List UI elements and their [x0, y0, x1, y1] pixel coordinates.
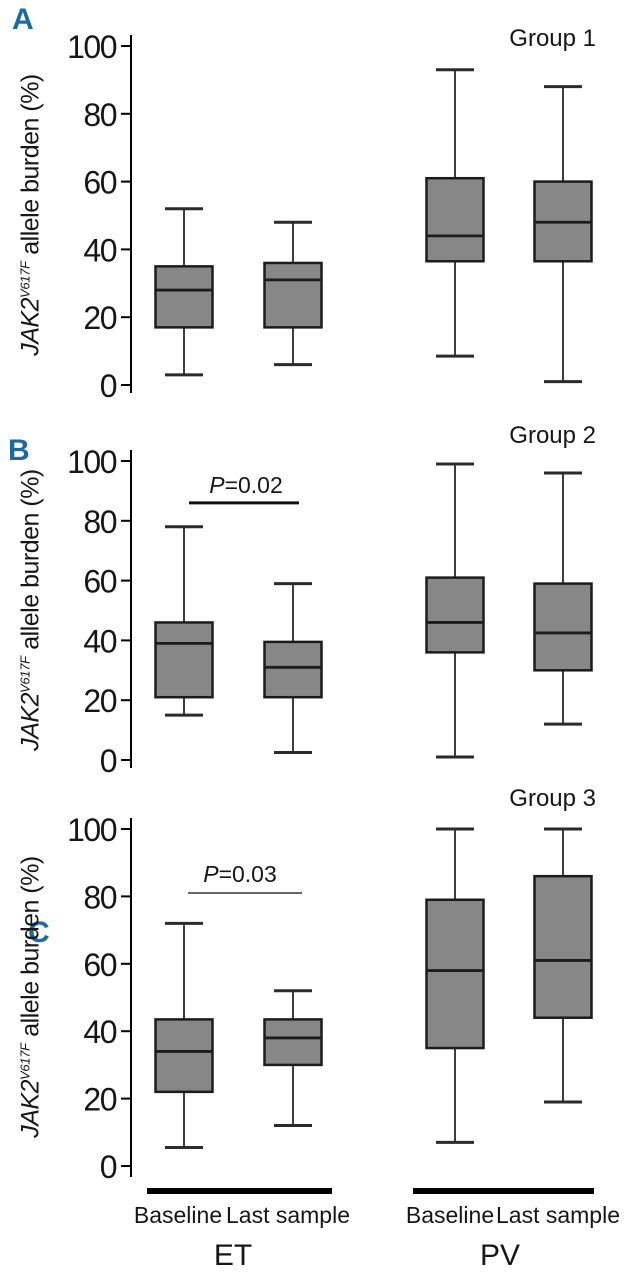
- box-et-baseline: [154, 265, 214, 329]
- y-tick-label: 60: [83, 165, 116, 201]
- gene-name: JAK2: [16, 1079, 45, 1138]
- y-axis-title-c: JAK2V617F allele burden (%): [16, 856, 45, 1138]
- y-tick-label: 20: [83, 300, 116, 336]
- y-tick-label: 80: [83, 879, 116, 915]
- x-label-et-baseline: Baseline: [133, 1202, 223, 1228]
- y-tick-label: 80: [83, 504, 116, 540]
- y-tick-label: 40: [83, 232, 116, 268]
- y-tick-label: 100: [67, 29, 117, 65]
- panel-letter-a: A: [12, 3, 34, 36]
- p-value-panel-b: P=0.02: [209, 472, 283, 498]
- mutation-superscript: V617F: [17, 1043, 33, 1080]
- y-tick-label: 40: [83, 1014, 116, 1050]
- box-et-last-sample: [263, 261, 323, 329]
- box-pv-baseline: [425, 898, 485, 1050]
- box-et-baseline: [154, 621, 214, 699]
- x-label-et-last-sample: Last sample: [225, 1202, 351, 1228]
- group-3-label: Group 3: [509, 785, 596, 812]
- box-pv-last-sample: [533, 874, 593, 1019]
- x-axis-baseline-pv: [413, 1188, 594, 1194]
- y-tick-label: 0: [100, 368, 117, 404]
- mutation-superscript: V617F: [17, 261, 33, 298]
- p-value-panel-c: P=0.03: [203, 861, 277, 887]
- gene-name: JAK2: [16, 692, 45, 751]
- panel-letter-c: C: [28, 916, 50, 949]
- x-axis-baseline-et: [147, 1188, 332, 1194]
- panel-letter-b: B: [8, 434, 30, 467]
- box-et-last-sample: [263, 1018, 323, 1067]
- box-pv-baseline: [425, 576, 485, 654]
- y-axis-title-text: allele burden (%): [16, 74, 45, 262]
- gene-name: JAK2: [16, 297, 45, 356]
- y-tick-label: 40: [83, 623, 116, 659]
- y-tick-label: 20: [83, 683, 116, 719]
- y-axis-title-text: allele burden (%): [16, 856, 45, 1044]
- mutation-superscript: V617F: [17, 656, 33, 693]
- y-axis-title-b: JAK2V617F allele burden (%): [16, 469, 45, 751]
- cohort-label-et: ET: [213, 1239, 253, 1272]
- y-tick-label: 0: [100, 1149, 117, 1185]
- x-label-pv-baseline: Baseline: [405, 1202, 495, 1228]
- y-tick-label: 80: [83, 97, 116, 133]
- y-tick-label: 60: [83, 564, 116, 600]
- box-pv-baseline: [425, 176, 485, 263]
- box-et-last-sample: [263, 640, 323, 699]
- y-tick-label: 60: [83, 947, 116, 983]
- cohort-label-pv: PV: [479, 1239, 521, 1272]
- y-tick-label: 100: [67, 444, 117, 480]
- y-axis-title-text: allele burden (%): [16, 469, 45, 657]
- y-axis-title-a: JAK2V617F allele burden (%): [16, 74, 45, 356]
- x-label-pv-last-sample: Last sample: [495, 1202, 621, 1228]
- y-tick-label: 0: [100, 743, 117, 779]
- group-1-label: Group 1: [509, 25, 596, 52]
- y-tick-label: 20: [83, 1082, 116, 1118]
- y-tick-label: 100: [67, 812, 117, 848]
- box-et-baseline: [154, 1018, 214, 1094]
- box-pv-last-sample: [533, 582, 593, 672]
- group-2-label: Group 2: [509, 422, 596, 449]
